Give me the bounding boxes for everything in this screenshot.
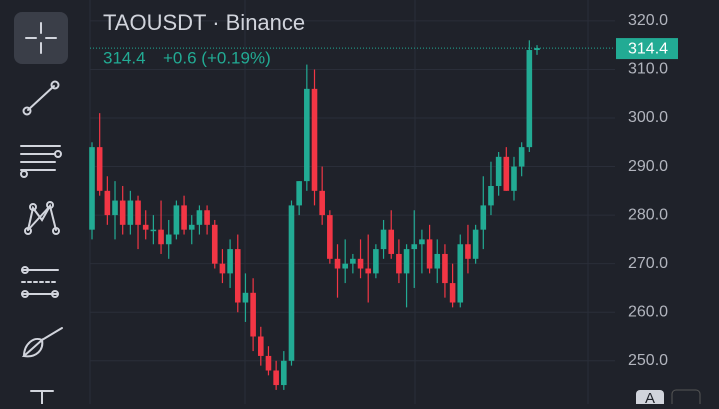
candle-body bbox=[388, 229, 395, 254]
brush-tool[interactable] bbox=[21, 327, 63, 358]
candle-body bbox=[273, 370, 279, 386]
candle-body bbox=[127, 200, 134, 225]
candle-body bbox=[135, 200, 141, 225]
prediction-tool[interactable] bbox=[21, 266, 59, 298]
candle-body bbox=[472, 229, 479, 259]
candle-body bbox=[396, 253, 402, 274]
candles bbox=[89, 40, 540, 390]
candle-body bbox=[250, 292, 256, 337]
y-tick-label: 260.0 bbox=[628, 303, 668, 320]
candle-body bbox=[434, 253, 441, 269]
candle-body bbox=[196, 210, 203, 225]
crosshair-button[interactable] bbox=[14, 12, 68, 64]
price-change: +0.6 (+0.19%) bbox=[163, 48, 271, 67]
candle-body bbox=[327, 215, 333, 259]
y-tick-label: 310.0 bbox=[628, 61, 668, 78]
candle-body bbox=[104, 190, 111, 216]
candle-body bbox=[319, 190, 325, 216]
candle-body bbox=[265, 355, 272, 371]
candle-body bbox=[311, 88, 318, 191]
candle-body bbox=[503, 156, 510, 191]
symbol: TAOUSDT · Binance bbox=[103, 10, 305, 35]
candle-body bbox=[426, 239, 433, 269]
candle-body bbox=[373, 249, 379, 274]
candle-body bbox=[304, 88, 310, 182]
candle-body bbox=[227, 249, 233, 274]
trend-line-tool[interactable] bbox=[22, 80, 60, 116]
last-price-tag-label: 314.4 bbox=[628, 40, 668, 57]
candle-body bbox=[350, 258, 356, 264]
candle-body bbox=[211, 224, 218, 264]
auto-scale-label: A bbox=[645, 390, 655, 404]
candle-body bbox=[457, 244, 464, 303]
y-tick-label: 270.0 bbox=[628, 255, 668, 272]
last-price: 314.4 bbox=[103, 48, 146, 67]
y-tick-label: 250.0 bbox=[628, 352, 668, 369]
candle-body bbox=[342, 263, 348, 269]
candle-body bbox=[281, 360, 287, 386]
candle-body bbox=[219, 263, 226, 274]
candle-body bbox=[465, 244, 471, 259]
candle-body bbox=[158, 229, 164, 245]
toolbar bbox=[14, 12, 68, 405]
y-tick-label: 300.0 bbox=[628, 109, 668, 126]
candle-body bbox=[234, 249, 241, 303]
candle-body bbox=[534, 48, 540, 51]
candle-body bbox=[526, 50, 533, 148]
candle-body bbox=[242, 292, 249, 303]
pattern-tool[interactable] bbox=[24, 201, 60, 235]
candle-body bbox=[495, 156, 502, 186]
candle-body bbox=[119, 200, 126, 225]
y-tick-label: 280.0 bbox=[628, 206, 668, 223]
candle-body bbox=[403, 249, 410, 274]
candle-body bbox=[411, 244, 418, 250]
candle-body bbox=[112, 200, 118, 216]
candle-body bbox=[488, 185, 494, 206]
log-button[interactable] bbox=[671, 389, 701, 409]
y-tick-label: 320.0 bbox=[628, 12, 668, 29]
v-grid bbox=[89, 0, 589, 404]
candle-body bbox=[296, 181, 302, 206]
price-axis: 250.0 260.0 270.0 280.0 290.0 300.0 310.0 320.0 bbox=[628, 12, 668, 369]
candle-body bbox=[89, 147, 95, 230]
candle-body bbox=[365, 268, 372, 274]
y-tick-label: 290.0 bbox=[628, 158, 668, 175]
text-tool[interactable] bbox=[30, 390, 54, 405]
candle-body bbox=[288, 205, 295, 361]
candle-body bbox=[518, 147, 525, 167]
fib-tool[interactable] bbox=[20, 145, 62, 178]
candle-body bbox=[96, 147, 103, 191]
candle-body bbox=[334, 258, 341, 269]
candle-body bbox=[188, 224, 195, 230]
candle-body bbox=[165, 234, 172, 245]
candle-body bbox=[257, 336, 264, 356]
candle-body bbox=[480, 205, 487, 230]
crosshair-icon bbox=[25, 22, 57, 54]
candle-body bbox=[419, 239, 425, 245]
candle-body bbox=[150, 229, 157, 232]
candle-body bbox=[380, 229, 387, 250]
last-price-tag bbox=[616, 38, 678, 60]
candle-body bbox=[181, 205, 187, 230]
candle-body bbox=[449, 283, 456, 303]
candle-body bbox=[357, 258, 364, 269]
candle-body bbox=[204, 210, 210, 225]
candle-body bbox=[442, 253, 448, 284]
candle-body bbox=[511, 166, 517, 191]
candle-body bbox=[142, 224, 149, 230]
candle-body bbox=[173, 205, 180, 235]
